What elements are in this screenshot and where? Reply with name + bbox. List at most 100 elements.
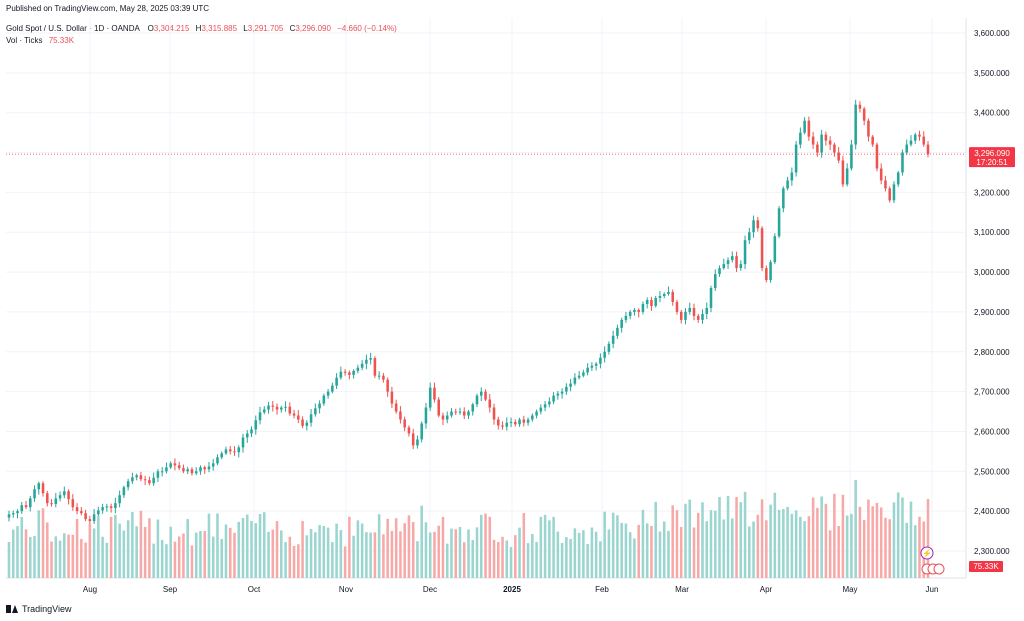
volume-bar — [348, 516, 351, 578]
candle-body — [790, 172, 794, 181]
candle-body — [488, 399, 492, 408]
candle-body — [777, 208, 781, 237]
candle-body — [420, 423, 423, 440]
candle-body — [913, 134, 917, 141]
candle-body — [620, 319, 623, 328]
candle-body — [97, 510, 100, 515]
candle-body — [309, 414, 313, 423]
volume-bar — [203, 530, 206, 578]
volume-bar — [411, 522, 415, 578]
candle-body — [526, 419, 530, 423]
candle-body — [628, 311, 632, 316]
volume-bar — [216, 513, 219, 578]
volume-bar — [84, 542, 87, 578]
candle-body — [454, 411, 458, 413]
volume-bar — [896, 492, 900, 578]
footer-brand[interactable]: TradingView — [6, 604, 72, 614]
price-marker-countdown: 17:20:51 — [976, 158, 1008, 167]
volume-bar — [684, 503, 687, 578]
volume-bar — [467, 529, 470, 578]
volume-bar — [479, 514, 483, 578]
volume-bar — [611, 512, 615, 578]
y-tick-label: 3,500.000 — [974, 69, 1010, 78]
volume-bar — [926, 498, 930, 578]
candle-body — [543, 404, 547, 408]
volume-bar — [131, 512, 134, 578]
candle-body — [109, 506, 113, 508]
candle-body — [105, 506, 109, 508]
candle-body — [467, 411, 470, 416]
volume-bar — [777, 509, 781, 578]
volume-bar — [722, 519, 726, 578]
volume-bar — [373, 532, 377, 578]
volume-bar — [841, 494, 845, 578]
candle-body — [756, 220, 760, 229]
volume-bar — [867, 499, 870, 578]
price-marker-box — [969, 147, 1015, 168]
candle-body — [577, 375, 581, 378]
candle-body — [509, 421, 513, 423]
volume-bar — [671, 505, 674, 578]
candle-body — [918, 134, 921, 137]
candle-body — [556, 393, 560, 396]
candle-body — [539, 407, 543, 412]
volume-bar — [390, 530, 394, 578]
candle-body — [684, 311, 687, 320]
volume-bar — [445, 543, 449, 578]
lightning-icon — [920, 546, 934, 560]
candle-body — [186, 469, 189, 472]
volume-bar — [50, 541, 53, 578]
candle-body — [586, 367, 589, 373]
volume-bar — [233, 532, 236, 578]
volume-bar — [875, 502, 879, 578]
candle-body — [679, 311, 683, 320]
candle-body — [139, 475, 143, 480]
candle-body — [879, 168, 883, 181]
volume-bar — [101, 536, 104, 578]
volume-bar — [628, 532, 632, 578]
candle-body — [492, 407, 496, 420]
volume-bar — [211, 536, 215, 578]
candle-body — [582, 372, 585, 376]
volume-bar — [416, 541, 419, 578]
candle-body — [811, 136, 815, 145]
candle-body — [131, 477, 134, 482]
volume-bar — [535, 541, 538, 578]
candle-body — [80, 511, 83, 514]
volume-bar — [314, 532, 317, 578]
candle-body — [752, 220, 755, 233]
y-tick-label: 2,600.000 — [974, 427, 1010, 436]
volume-bar — [326, 527, 330, 578]
symbol-label[interactable]: Gold Spot / U.S. Dollar · 1D · OANDA — [6, 24, 140, 33]
candle-body — [760, 228, 764, 269]
candle-body — [390, 391, 394, 404]
us-flag-icon — [933, 563, 945, 575]
volume-bar — [386, 518, 389, 578]
price-chart[interactable]: 3,600.0003,500.0003,400.0003,300.0003,20… — [0, 0, 1024, 600]
volume-bar — [731, 518, 734, 578]
candle-body — [92, 514, 96, 522]
candle-body — [594, 363, 598, 366]
volume-bar — [275, 520, 279, 578]
volume-bar — [637, 524, 640, 578]
candle-body — [292, 413, 296, 416]
candle-body — [7, 514, 11, 518]
candle-body — [765, 268, 768, 281]
volume-bar — [11, 529, 15, 578]
volume-bar — [509, 547, 513, 578]
volume-bar — [679, 526, 683, 578]
volume-bar — [526, 543, 530, 578]
volume-bar — [16, 526, 19, 578]
volume-legend: Vol · Ticks 75.33K — [6, 36, 74, 45]
volume-label[interactable]: Vol · Ticks — [6, 36, 43, 45]
volume-bar — [305, 535, 309, 578]
volume-bar — [854, 479, 857, 578]
close-label: C — [289, 24, 296, 33]
candle-body — [590, 365, 594, 368]
price-marker-value: 3,296.090 — [974, 149, 1010, 158]
volume-bar — [845, 515, 849, 578]
volume-bar — [871, 506, 874, 578]
candle-body — [263, 409, 266, 413]
low-value: 3,291.705 — [247, 24, 284, 33]
volume-bar — [462, 542, 466, 578]
